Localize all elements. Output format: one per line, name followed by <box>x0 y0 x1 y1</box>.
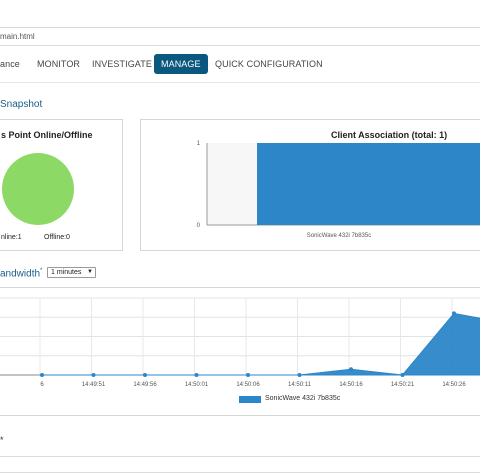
ap-status-pie <box>2 153 74 225</box>
x-tick-label: 14:50:01 <box>185 382 209 388</box>
bandwidth-title-text: andwidth <box>0 268 41 280</box>
bandwidth-title-marker: * <box>40 268 43 274</box>
bandwidth-panel: 6 14:49:51 14:49:56 14:50:01 14:50:06 14:50:1… <box>0 287 480 416</box>
x-tick-label: 14:50:26 <box>442 382 466 388</box>
footer-divider <box>0 456 480 457</box>
x-tick-label: 14:50:16 <box>339 382 363 388</box>
data-point <box>246 373 250 377</box>
url-text: main.html <box>0 32 35 41</box>
ap-status-panel: s Point Online/Offline nline:1 Offline:0 <box>0 119 123 251</box>
data-point <box>40 373 44 377</box>
client-association-panel: Client Association (total: 1) 0 1 SonicWav… <box>140 119 480 251</box>
nav-item-investigate[interactable]: INVESTIGATE <box>92 59 152 69</box>
main-nav: ance MONITOR INVESTIGATE MANAGE QUICK CO… <box>0 48 480 83</box>
data-point <box>143 373 147 377</box>
y-tick-label: 1 <box>197 141 201 147</box>
interval-select[interactable]: 1 minutes ▼ <box>47 267 96 278</box>
offline-count: Offline:0 <box>44 234 70 241</box>
data-point <box>297 373 302 377</box>
nav-item-appliance[interactable]: ance <box>0 59 20 69</box>
data-point <box>91 373 96 377</box>
client-association-chart: 0 1 SonicWave 432i 7b835c <box>197 141 480 239</box>
legend-swatch <box>239 396 261 403</box>
x-tick-label: 14:50:11 <box>288 382 312 388</box>
legend-label: SonicWave 432i 7b835c <box>265 395 341 402</box>
pie-slice-online <box>2 153 74 225</box>
bandwidth-chart: 6 14:49:51 14:49:56 14:50:01 14:50:06 14:50:1… <box>0 297 480 388</box>
chevron-down-icon: ▼ <box>87 269 93 275</box>
nav-item-monitor[interactable]: MONITOR <box>37 59 81 69</box>
x-tick-label: 14:49:56 <box>133 382 157 388</box>
misc-marker: * <box>0 435 4 445</box>
data-point <box>400 373 405 377</box>
x-tick-label: 14:49:51 <box>82 382 106 388</box>
x-tick-label: SonicWave 432i 7b835c <box>307 233 372 239</box>
nav-item-manage[interactable]: MANAGE <box>154 54 208 74</box>
browser-toolbar <box>0 0 480 28</box>
bandwidth-title: andwidth* <box>0 268 42 279</box>
interval-select-value: 1 minutes <box>51 269 82 276</box>
x-tick-label: 6 <box>40 382 44 388</box>
bar <box>257 143 480 225</box>
address-bar[interactable]: main.html <box>0 29 480 46</box>
y-tick-label: 0 <box>197 223 201 229</box>
nav-item-quick-configuration[interactable]: QUICK CONFIGURATION <box>215 59 323 69</box>
online-count: nline:1 <box>1 234 22 241</box>
x-tick-label: 14:50:06 <box>236 382 260 388</box>
data-point <box>194 373 199 377</box>
data-point <box>349 367 353 372</box>
x-tick-label: 14:50:21 <box>391 382 415 388</box>
ap-status-title: s Point Online/Offline <box>1 130 93 140</box>
snapshot-title: Snapshot <box>0 99 43 110</box>
footer-divider-bottom <box>0 472 480 473</box>
client-association-title: Client Association (total: 1) <box>331 130 448 140</box>
data-point <box>452 311 456 316</box>
